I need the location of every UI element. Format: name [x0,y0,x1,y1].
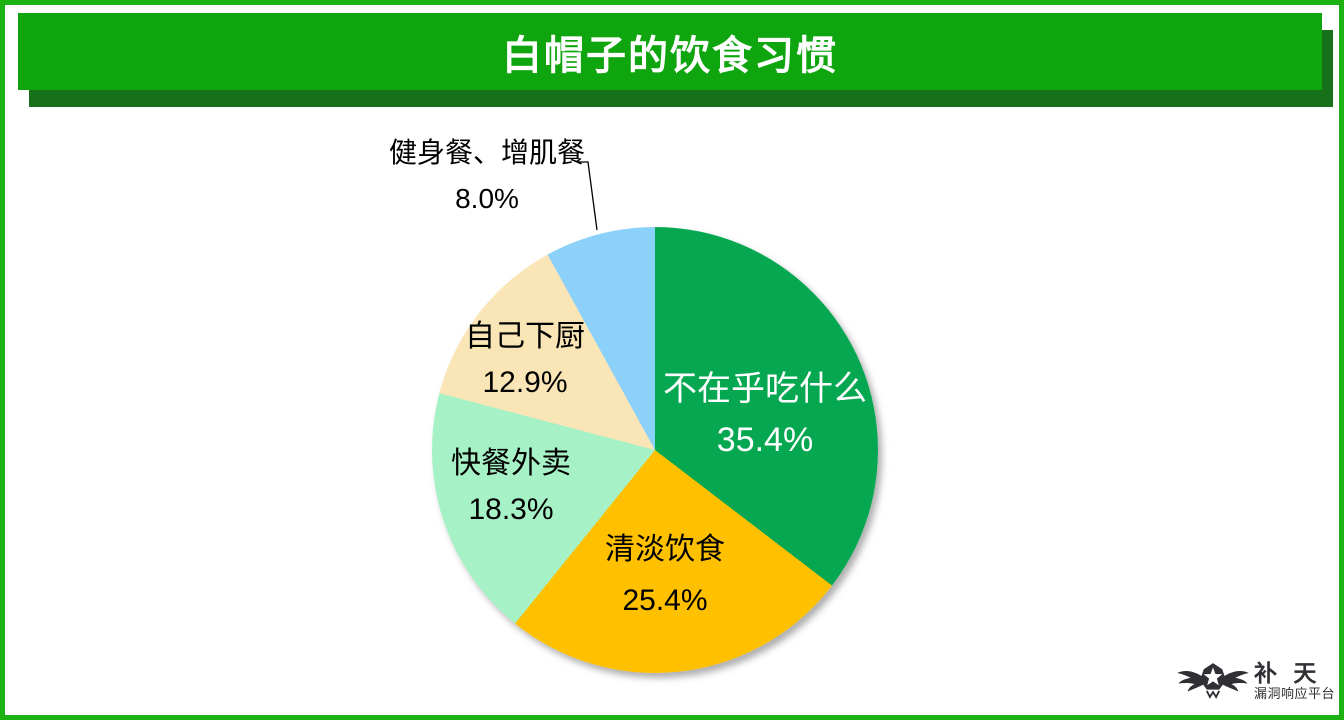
pie-label-text: 健身餐、增肌餐 [388,137,586,168]
pie-label-text: 不在乎吃什么 [663,370,867,408]
pie-label-健身餐增肌餐: 健身餐、增肌餐 8.0% [389,130,585,222]
pie-label-value: 35.4% [716,421,814,459]
butian-logo: 补 天 漏洞响应平台 [1176,654,1335,708]
pie-label-text: 快餐外卖 [451,447,571,480]
pie-label-text: 自己下厨 [465,320,585,353]
pie-label-自己下厨: 自己下厨 12.9% [465,314,585,406]
page-title: 白帽子的饮食习惯 [502,33,838,78]
pie-label-text: 清淡饮食 [605,533,725,566]
pie-label-value: 8.0% [455,183,519,214]
pie-label-value: 18.3% [468,493,554,526]
pie-label-不在乎吃什么: 不在乎吃什么 35.4% [663,364,867,466]
pie-label-value: 25.4% [622,584,708,617]
logo-name: 补 天 [1254,660,1322,686]
butian-emblem-icon [1177,663,1249,699]
logo-subtitle: 漏洞响应平台 [1254,686,1336,701]
pie-label-快餐外卖: 快餐外卖 18.3% [451,441,571,533]
pie-label-清淡饮食: 清淡饮食 25.4% [605,524,725,626]
pie-label-value: 12.9% [482,366,568,399]
header-banner: 白帽子的饮食习惯 [18,13,1322,90]
pie-chart [432,227,878,673]
